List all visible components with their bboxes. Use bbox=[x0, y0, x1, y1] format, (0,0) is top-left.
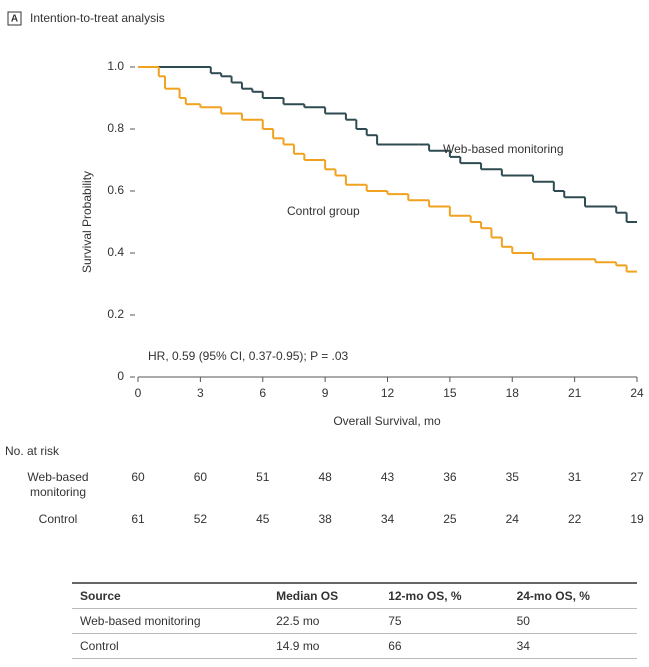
risk-value: 35 bbox=[505, 470, 519, 484]
series-label: Web-based monitoring bbox=[443, 142, 564, 156]
panel-label: A bbox=[11, 14, 18, 25]
risk-value: 43 bbox=[380, 470, 395, 484]
cell: 50 bbox=[508, 608, 637, 634]
risk-value: 19 bbox=[630, 512, 644, 526]
row: Control 14.9 mo 66 34 bbox=[72, 633, 637, 659]
y-tick-label: 0.2 bbox=[107, 307, 124, 321]
y-tick-label: 0.4 bbox=[107, 245, 124, 259]
y-tick-label: 0 bbox=[117, 369, 124, 383]
risk-value: 38 bbox=[318, 512, 332, 526]
cell: 22.5 mo bbox=[268, 608, 381, 634]
risk-value: 24 bbox=[505, 512, 519, 526]
x-tick-label: 21 bbox=[568, 386, 582, 400]
risk-value: 22 bbox=[567, 512, 582, 526]
cell: 66 bbox=[380, 633, 509, 659]
x-tick-label: 15 bbox=[443, 386, 457, 400]
risk-value: 48 bbox=[318, 470, 332, 484]
risk-value: 31 bbox=[567, 470, 582, 484]
risk-value: 36 bbox=[443, 470, 457, 484]
risk-value: 45 bbox=[256, 512, 270, 526]
header-cell: 12-mo OS, % bbox=[380, 582, 509, 609]
y-axis-label: Survival Probability bbox=[80, 171, 94, 273]
risk-title: No. at risk bbox=[5, 444, 60, 458]
risk-value: 52 bbox=[193, 512, 208, 526]
risk-value: 60 bbox=[131, 470, 145, 484]
x-axis-label: Overall Survival, mo bbox=[333, 414, 441, 428]
x-tick-label: 12 bbox=[381, 386, 395, 400]
chart-title: Intention-to-treat analysis bbox=[30, 11, 165, 25]
row: Web-based monitoring 22.5 mo 75 50 bbox=[72, 608, 637, 634]
x-tick-label: 9 bbox=[322, 386, 329, 400]
x-tick-label: 0 bbox=[135, 386, 142, 400]
summary-table: Source Median OS 12-mo OS, % 24-mo OS, %… bbox=[72, 582, 637, 659]
risk-value: 61 bbox=[131, 512, 145, 526]
cell: Control bbox=[72, 633, 269, 659]
x-tick-label: 6 bbox=[259, 386, 266, 400]
risk-value: 60 bbox=[193, 470, 208, 484]
x-tick-label: 24 bbox=[630, 386, 644, 400]
y-tick-label: 0.6 bbox=[107, 183, 124, 197]
cell: 14.9 mo bbox=[268, 633, 381, 659]
risk-value: 51 bbox=[256, 470, 270, 484]
header-cell: 24-mo OS, % bbox=[508, 582, 637, 609]
hr-annotation: HR, 0.59 (95% CI, 0.37-0.95); P = .03 bbox=[148, 349, 349, 363]
cell: 34 bbox=[508, 633, 637, 659]
cell: 75 bbox=[380, 608, 509, 634]
risk-value: 34 bbox=[380, 512, 395, 526]
y-tick-label: 0.8 bbox=[107, 121, 124, 135]
y-tick-label: 1.0 bbox=[107, 59, 124, 73]
risk-value: 27 bbox=[630, 470, 644, 484]
chart: A Intention-to-treat analysis Survival P… bbox=[7, 11, 644, 428]
risk-value: 25 bbox=[443, 512, 457, 526]
panel-box bbox=[7, 11, 22, 26]
x-tick-label: 3 bbox=[197, 386, 204, 400]
risk-row-label: Control bbox=[38, 512, 78, 526]
header-row: Source Median OS 12-mo OS, % 24-mo OS, % bbox=[72, 582, 637, 609]
series-label: Control group bbox=[287, 204, 360, 218]
risk-row-label: Web-based monitoring bbox=[27, 470, 89, 499]
x-tick-label: 18 bbox=[506, 386, 520, 400]
header-cell: Median OS bbox=[268, 582, 381, 609]
header-cell: Source bbox=[72, 582, 269, 609]
cell: Web-based monitoring bbox=[72, 608, 269, 634]
